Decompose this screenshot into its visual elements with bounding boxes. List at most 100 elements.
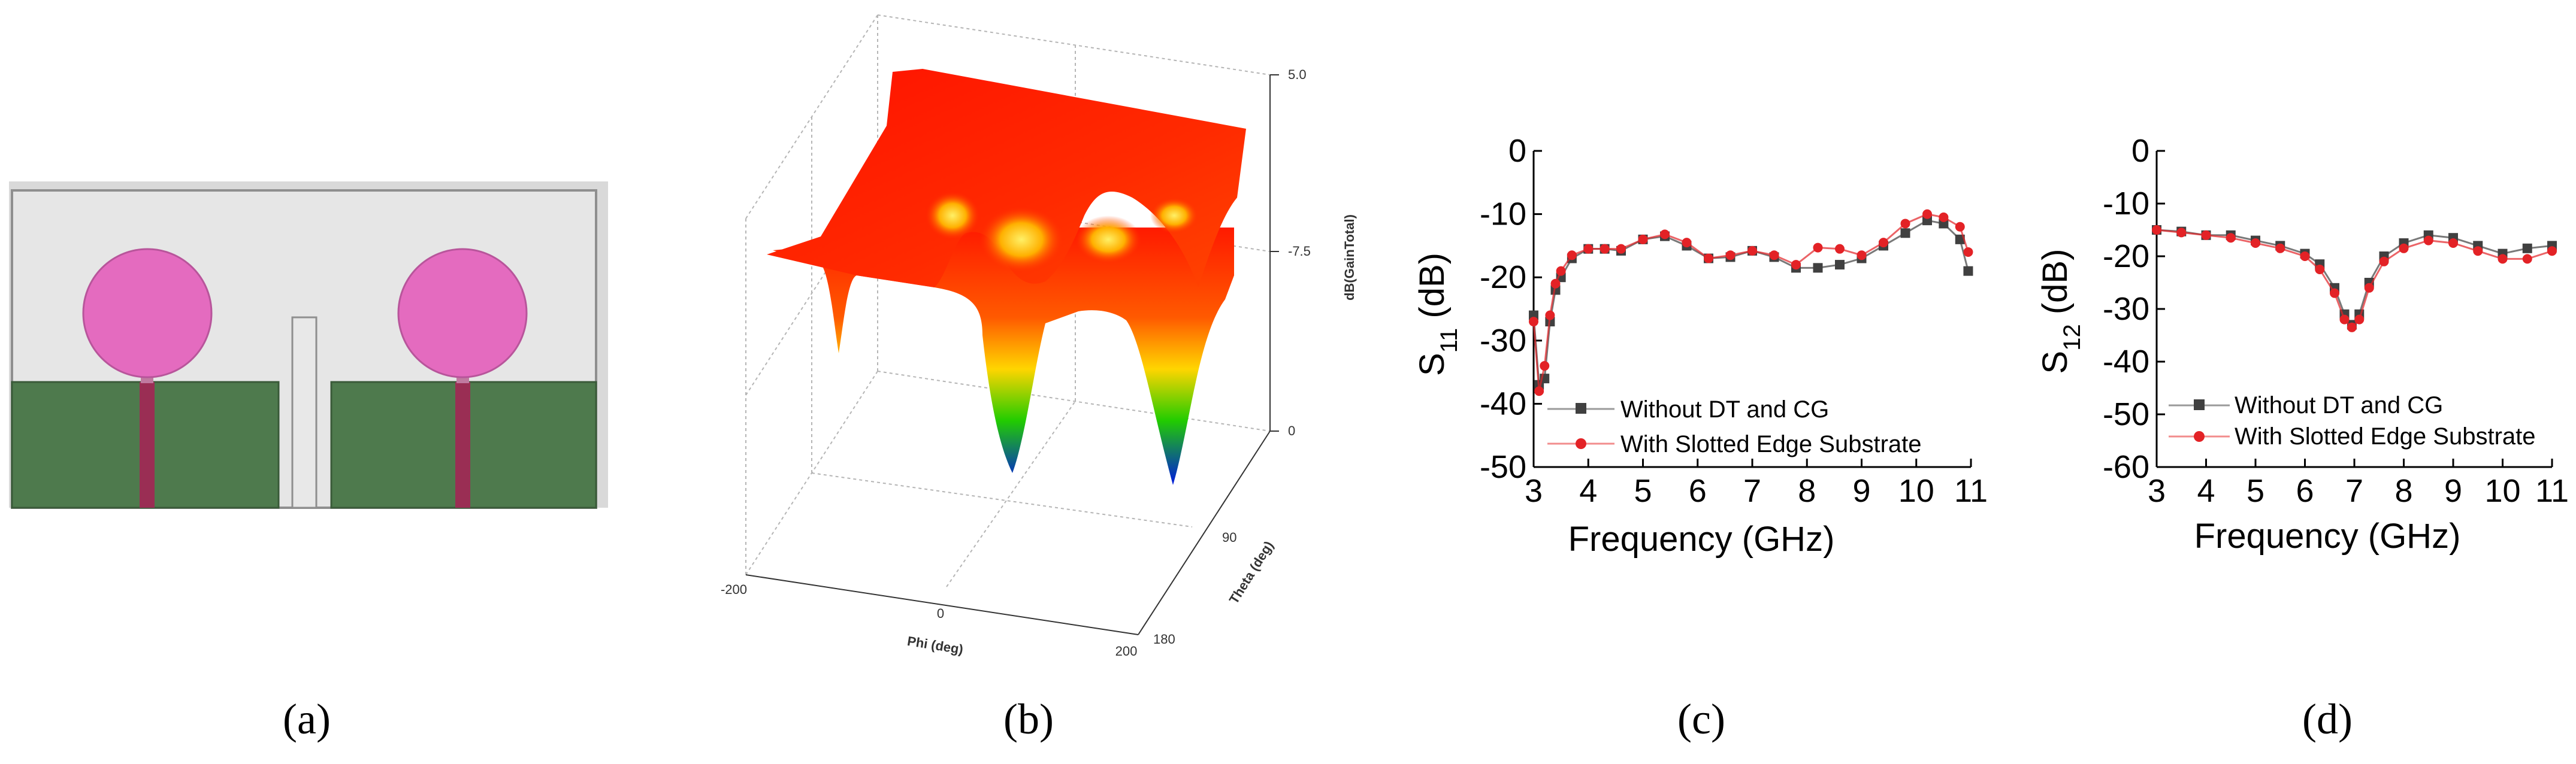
x-tick-label: 7 [2345, 473, 2363, 509]
x-tick-label: 3 [2148, 473, 2166, 509]
data-point-circle [2152, 225, 2161, 235]
x-tick-label: 7 [1743, 473, 1761, 509]
z-tick-label-mid: -7.5 [1288, 244, 1311, 259]
gain-surface-top [767, 69, 1246, 287]
x-tick-label: 6 [1689, 473, 1707, 509]
s12-x-axis-title: Frequency (GHz) [2194, 517, 2461, 556]
data-point-circle [2473, 246, 2483, 256]
x-tick-label: 4 [2197, 473, 2215, 509]
feed-line-right [455, 382, 470, 508]
phi-tick-label-mid: 0 [937, 606, 944, 621]
data-point-circle [2315, 265, 2325, 274]
gain-pattern-3d-panel: 5.0 -7.5 0 dB(GainTotal) -200 0 200 Phi … [721, 14, 1357, 659]
z-tick-label-top: 5.0 [1288, 67, 1307, 82]
data-point-circle [2300, 251, 2310, 261]
data-point-circle [2522, 254, 2532, 264]
data-point-circle [2330, 288, 2339, 298]
data-point-circle [1556, 266, 1566, 276]
theta-tick-label-180: 180 [1153, 632, 1175, 647]
data-point-circle [2379, 256, 2389, 266]
x-tick-label: 10 [2484, 473, 2520, 509]
s11-legend-marker-dark [1576, 403, 1586, 414]
s11-y-axis-title: S11 (dB) [1413, 253, 1462, 376]
data-point-circle [2364, 283, 2374, 293]
x-tick-label: 11 [2535, 473, 2569, 509]
isolation-stub [291, 316, 318, 509]
s12-legend-text-red: With Slotted Edge Substrate [2235, 423, 2536, 450]
data-point-circle [2275, 243, 2285, 253]
s11-axes [1532, 150, 1972, 468]
data-point-circle [1704, 253, 1713, 263]
series-line-dark [1532, 219, 1969, 387]
s11-legend-text-red: With Slotted Edge Substrate [1620, 431, 1922, 457]
data-point-circle [2176, 228, 2187, 238]
theta-axis-title: Theta (deg) [1226, 538, 1277, 607]
circular-patch-left [82, 248, 213, 378]
y-tick-label: -50 [2103, 396, 2149, 432]
x-tick-label: 6 [2296, 473, 2314, 509]
s12-y-title-main: S [2036, 351, 2075, 374]
data-point-circle [1879, 238, 1888, 248]
s12-axes [2155, 150, 2553, 468]
data-point-circle [1616, 244, 1626, 254]
x-tick-label: 9 [2444, 473, 2462, 509]
panel-label-b: (b) [1003, 695, 1054, 743]
panel-label-a: (a) [283, 695, 331, 743]
data-point-circle [1857, 250, 1867, 260]
z-axis-title: dB(GainTotal) [1342, 214, 1357, 301]
y-tick-label: -20 [1480, 259, 1526, 295]
data-point-circle [2201, 230, 2211, 240]
gain-hotspot-3 [1075, 216, 1141, 263]
data-point-circle [1769, 250, 1779, 260]
data-point-circle [2251, 238, 2260, 248]
data-point-circle [1813, 242, 1823, 253]
data-point-circle [1939, 212, 1949, 222]
z-axis-ticks [1270, 74, 1279, 432]
gain-hotspot-2 [926, 192, 979, 239]
data-point-circle [1583, 244, 1594, 254]
s12-tick-labels: 0 -10 -20 -30 -40 -50 -603 4 5 6 7 8 9 10 11 [2103, 133, 2569, 509]
data-point-circle [1922, 209, 1932, 219]
s11-x-axis-title: Frequency (GHz) [1568, 520, 1835, 559]
data-point-circle [1567, 250, 1577, 260]
y-tick-label: -60 [2103, 449, 2149, 485]
data-point-circle [2347, 322, 2357, 332]
x-tick-label: 5 [2247, 473, 2264, 509]
x-tick-label: 3 [1525, 473, 1543, 509]
gain-surface-front [773, 228, 1234, 485]
s12-legend: Without DT and CG With Slotted Edge Subs… [2169, 392, 2536, 450]
circular-patch-right [397, 248, 528, 378]
data-point-circle [2354, 314, 2365, 325]
s11-chart: 0 -10 -20 -30 -40 -503 4 5 6 7 8 9 10 11 Frequency (G… [1413, 133, 1988, 559]
data-point-circle [2399, 243, 2409, 253]
s12-chart: 0 -10 -20 -30 -40 -50 -603 4 5 6 7 8 9 10 11 Frequency… [2036, 133, 2569, 556]
y-tick-label: 0 [2131, 133, 2149, 169]
series-line-red [1532, 213, 1969, 392]
data-point-circle [1900, 219, 1910, 229]
s12-y-title-unit: (dB) [2036, 249, 2075, 325]
phi-tick-label-min: -200 [721, 582, 747, 597]
s11-y-title-unit: (dB) [1413, 253, 1452, 328]
s11-legend-marker-red [1576, 438, 1586, 449]
panel-label-c: (c) [1677, 695, 1725, 743]
s12-legend-text-dark: Without DT and CG [2235, 392, 2443, 419]
panel-label-d: (d) [2302, 695, 2353, 743]
y-tick-label: -30 [1480, 323, 1526, 359]
data-point-circle [1638, 234, 1648, 244]
s12-legend-marker-dark [2194, 399, 2205, 410]
y-tick-label: -40 [1480, 386, 1526, 422]
s11-y-title-main: S [1413, 353, 1452, 376]
data-point-circle [1835, 244, 1845, 254]
data-point-circle [1963, 247, 1973, 257]
s11-tick-labels: 0 -10 -20 -30 -40 -503 4 5 6 7 8 9 10 11 [1480, 133, 1988, 509]
s12-series [2152, 225, 2557, 332]
gain-hotspot-1 [979, 207, 1063, 272]
data-point-square [1835, 260, 1845, 270]
data-point-circle [1534, 386, 1544, 396]
x-tick-label: 5 [1634, 473, 1652, 509]
data-point-square [1900, 228, 1910, 238]
data-point-circle [1725, 250, 1736, 260]
antenna-layout-panel [9, 181, 608, 509]
data-point-circle [1529, 317, 1538, 327]
